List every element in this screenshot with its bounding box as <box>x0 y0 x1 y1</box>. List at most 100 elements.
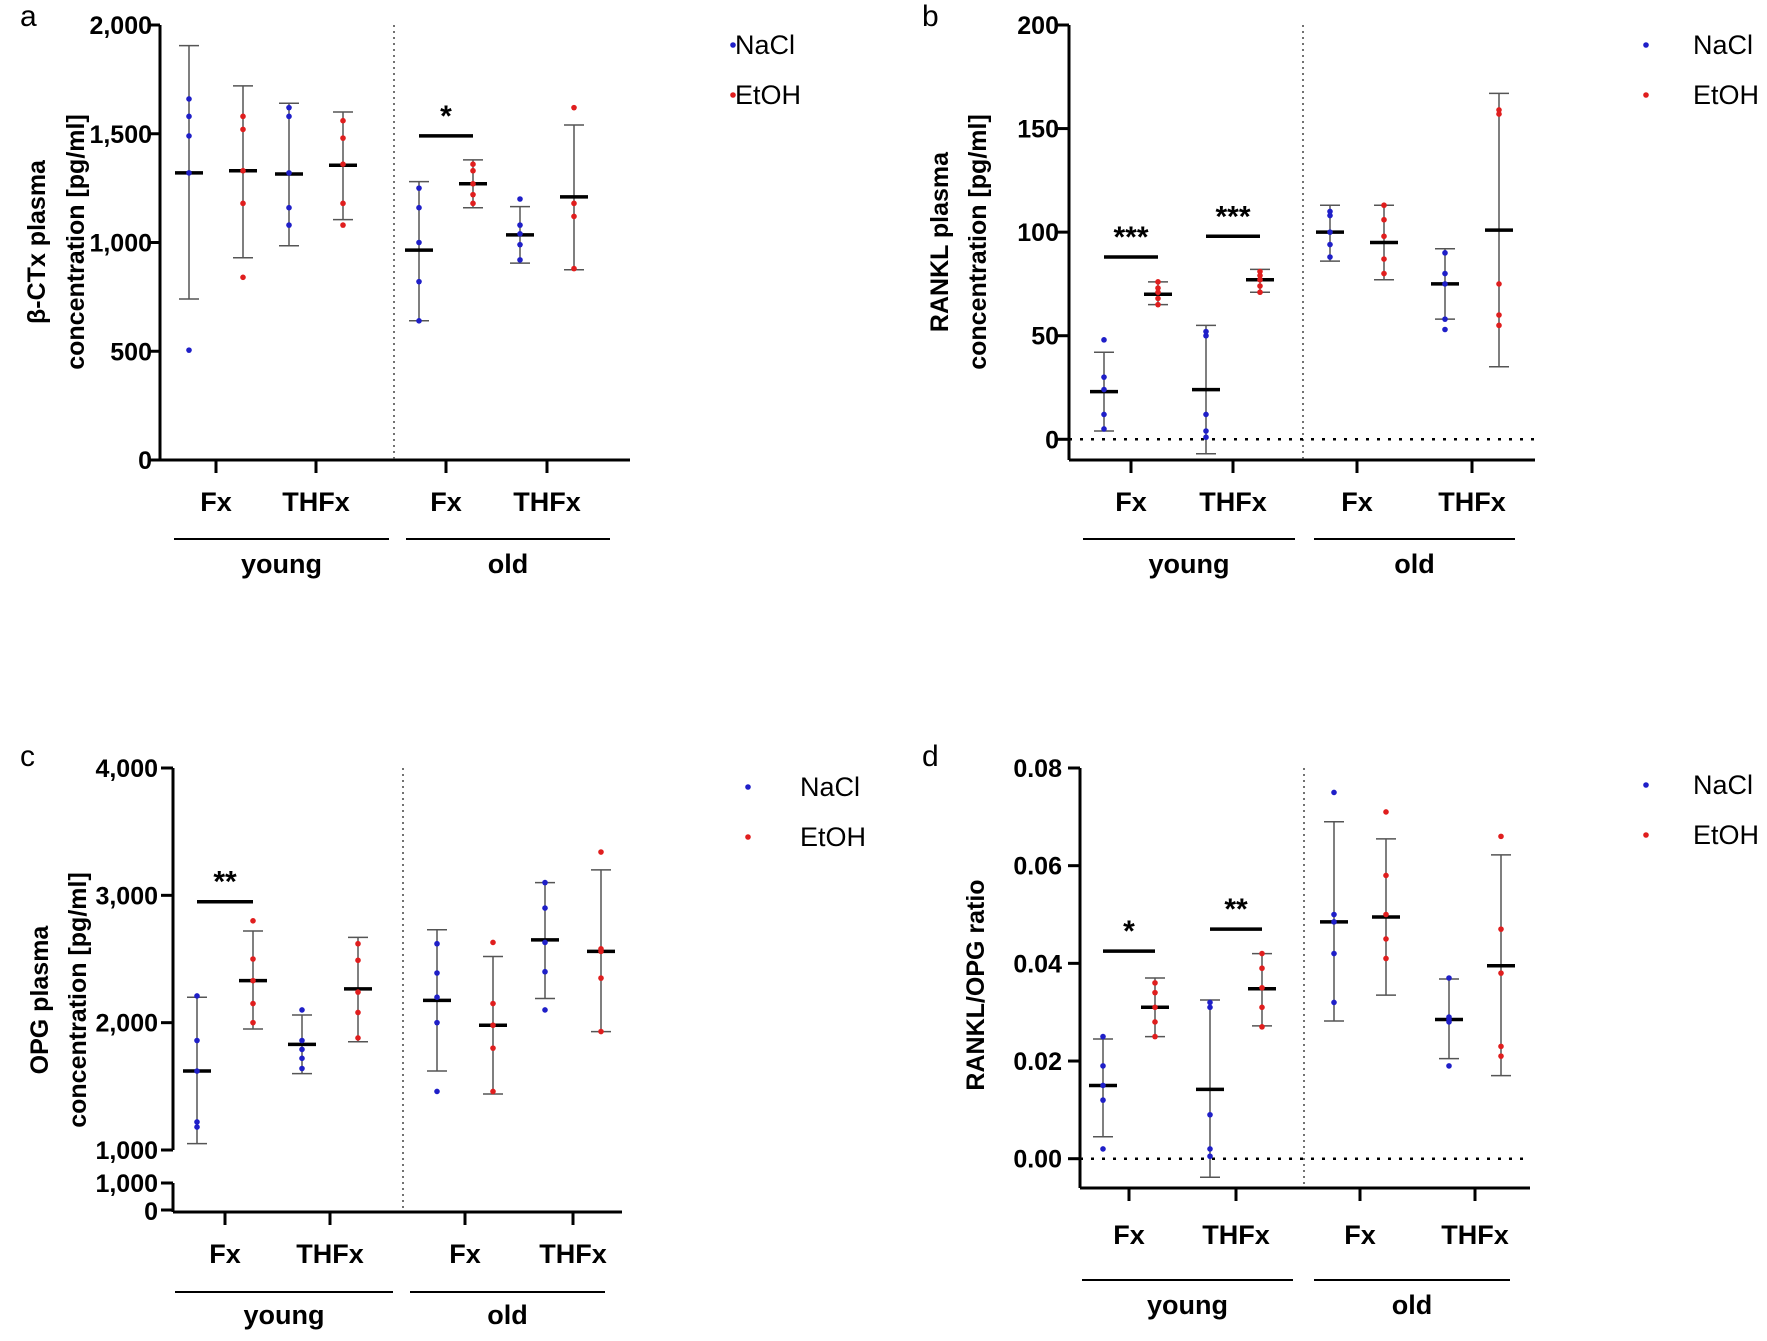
y-axis-label: RANKL/OPG ratio <box>962 879 990 1090</box>
etoh-data-point <box>340 117 346 124</box>
nacl-data-point <box>194 993 200 999</box>
x-category-label: Fx <box>449 1239 481 1269</box>
nacl-data-point <box>517 196 523 202</box>
nacl-data-point <box>186 113 192 120</box>
etoh-data-point <box>240 126 246 133</box>
etoh-data-point <box>1259 965 1265 972</box>
legend-label-nacl: NaCl <box>1693 30 1753 60</box>
y-tick-label: 0.00 <box>1013 1146 1062 1174</box>
y-axis-label: β-CTx plasma <box>23 159 51 324</box>
nacl-data-point <box>1331 789 1337 796</box>
etoh-data-point <box>1381 202 1387 209</box>
etoh-data-point <box>571 213 577 220</box>
etoh-data-point <box>240 200 246 207</box>
etoh-data-point <box>240 167 246 174</box>
etoh-data-point <box>355 989 361 995</box>
etoh-data-point <box>1152 1033 1158 1040</box>
nacl-data-point <box>286 170 292 176</box>
y-tick-label: 0.02 <box>1013 1048 1062 1076</box>
legend-marker-etoh <box>1643 92 1649 98</box>
significance-label: ** <box>1224 893 1248 926</box>
etoh-data-point <box>598 849 604 855</box>
nacl-data-point <box>299 1046 305 1053</box>
group-label-young: young <box>1149 549 1230 579</box>
legend-marker-nacl <box>730 42 736 48</box>
nacl-data-point <box>416 204 422 211</box>
legend-marker-etoh <box>730 92 736 98</box>
nacl-data-point <box>299 1055 305 1062</box>
nacl-data-point <box>1442 316 1448 322</box>
nacl-data-point <box>299 1065 305 1072</box>
nacl-data-point <box>542 1007 548 1013</box>
etoh-data-point <box>340 161 346 167</box>
nacl-data-point <box>1327 241 1333 248</box>
etoh-data-point <box>1496 312 1502 318</box>
nacl-data-point <box>286 113 292 120</box>
etoh-data-point <box>490 1088 496 1095</box>
etoh-data-point <box>1383 809 1389 815</box>
nacl-data-point <box>416 185 422 191</box>
x-category-label: THFx <box>539 1239 607 1269</box>
significance-label: * <box>1123 915 1135 948</box>
etoh-data-point <box>598 946 604 952</box>
nacl-data-point <box>1100 1097 1106 1103</box>
etoh-data-point <box>1496 322 1502 329</box>
nacl-data-point <box>1207 999 1213 1006</box>
legend-marker-nacl <box>1643 782 1649 788</box>
etoh-data-point <box>240 113 246 120</box>
nacl-data-point <box>1327 229 1333 235</box>
etoh-data-point <box>1257 276 1263 283</box>
etoh-data-point <box>1383 936 1389 942</box>
etoh-data-point <box>1155 285 1161 291</box>
nacl-data-point <box>434 994 440 1000</box>
y-axis-label: OPG plasma <box>26 925 54 1075</box>
y-tick-label: 0.08 <box>1013 755 1062 783</box>
x-category-label: THFx <box>282 487 350 517</box>
nacl-data-point <box>286 204 292 211</box>
etoh-data-point <box>355 1009 361 1016</box>
nacl-data-point <box>286 104 292 111</box>
group-label-old: old <box>1394 549 1435 579</box>
x-category-label: THFx <box>296 1239 364 1269</box>
panel-b: b 0 50 100 150 200 RANKL plasma concentration [… <box>922 0 1759 579</box>
nacl-data-point <box>194 1119 200 1125</box>
etoh-data-point <box>1381 270 1387 277</box>
y-tick-label: 1,000 <box>95 1170 158 1198</box>
nacl-data-point <box>1101 374 1107 380</box>
nacl-data-point <box>1442 270 1448 277</box>
y-tick-label: 50 <box>1031 323 1059 351</box>
etoh-data-point <box>571 265 577 272</box>
nacl-data-point <box>1101 426 1107 432</box>
nacl-data-point <box>1446 975 1452 981</box>
etoh-data-point <box>571 200 577 207</box>
y-tick-label: 2,000 <box>95 1010 158 1038</box>
panel-letter: b <box>922 0 939 33</box>
etoh-data-point <box>1383 872 1389 879</box>
nacl-data-point <box>1442 281 1448 287</box>
nacl-data-point <box>1100 1063 1106 1069</box>
etoh-data-point <box>1257 283 1263 289</box>
nacl-data-point <box>194 1068 200 1074</box>
etoh-data-point <box>1259 950 1265 957</box>
nacl-data-point <box>1203 332 1209 339</box>
y-tick-label: 0.04 <box>1013 950 1062 978</box>
y-axis-label: RANKL plasma <box>926 151 954 332</box>
legend-label-etoh: EtOH <box>800 822 866 852</box>
nacl-data-point <box>186 170 192 176</box>
legend-marker-etoh <box>745 834 751 840</box>
nacl-data-point <box>1442 250 1448 256</box>
nacl-data-point <box>517 222 523 228</box>
y-tick-label: 1,000 <box>95 1137 158 1165</box>
nacl-data-point <box>186 133 192 139</box>
nacl-data-point <box>1207 1153 1213 1160</box>
nacl-data-point <box>1100 1146 1106 1152</box>
etoh-data-point <box>1257 268 1263 275</box>
etoh-data-point <box>1498 833 1504 840</box>
nacl-data-point <box>1331 911 1337 918</box>
nacl-data-point <box>1331 950 1337 957</box>
etoh-data-point <box>1498 970 1504 976</box>
y-tick-label: 4,000 <box>95 755 158 783</box>
etoh-data-point <box>470 200 476 207</box>
nacl-data-point <box>1207 1004 1213 1011</box>
nacl-data-point <box>194 1124 200 1130</box>
